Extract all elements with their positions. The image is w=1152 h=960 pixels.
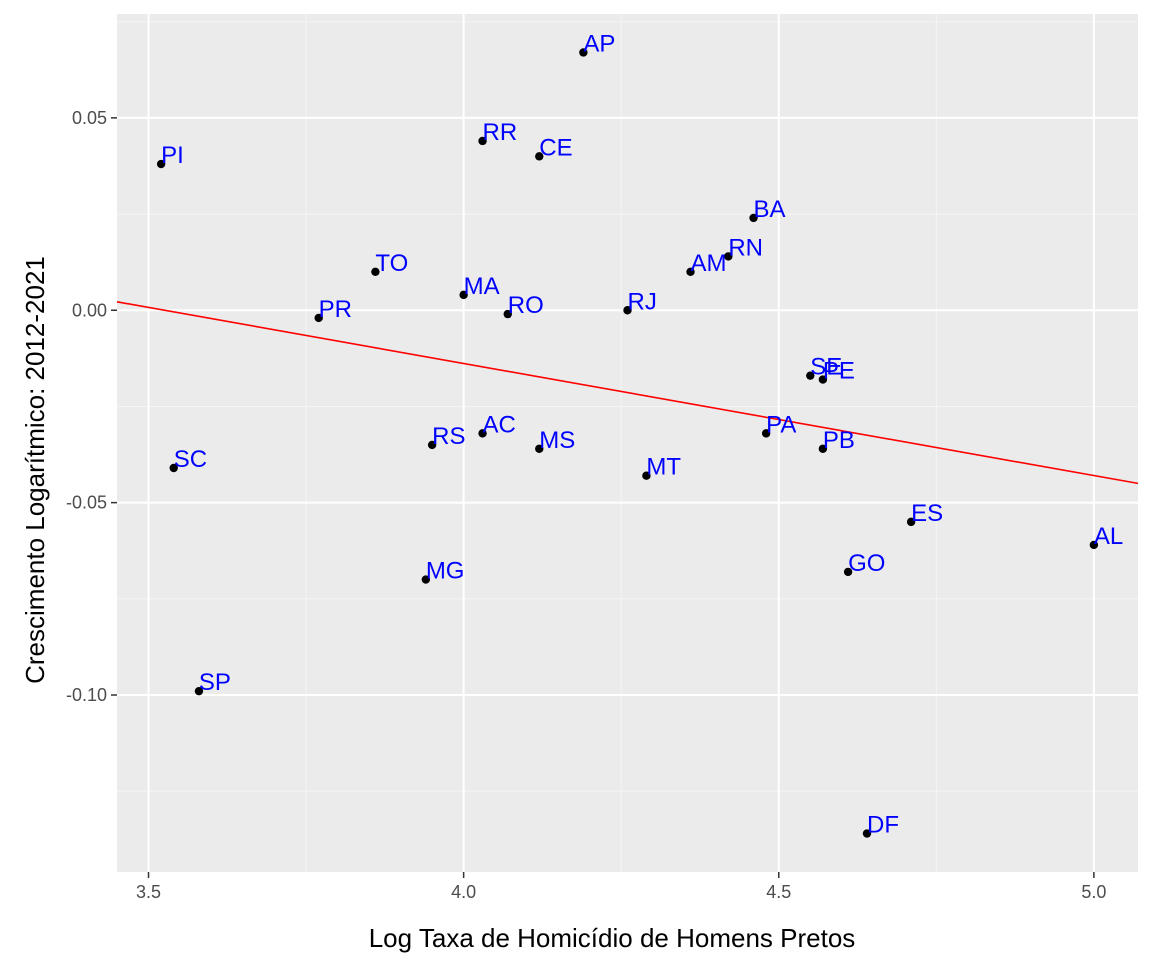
data-point-es (906, 517, 916, 527)
point-label-rr: RR (483, 119, 518, 146)
point-label-to: TO (375, 250, 408, 277)
point-label-rs: RS (432, 423, 465, 450)
data-point-rr (478, 136, 487, 146)
panel-background (117, 14, 1138, 872)
y-axis-title: Crescimento Logarítmico: 2012-2021 (20, 256, 50, 684)
point-label-df: DF (867, 812, 899, 839)
point-label-rn: RN (728, 234, 763, 261)
data-point-pe (818, 375, 828, 384)
point-label-ba: BA (754, 196, 786, 223)
data-point-df (862, 829, 872, 838)
x-tick-label: 4.5 (766, 882, 791, 902)
point-label-ms: MS (539, 427, 575, 454)
data-points (156, 48, 1099, 838)
point-label-ce: CE (539, 134, 572, 161)
point-label-es: ES (911, 500, 943, 527)
data-point-ms (535, 444, 544, 453)
x-tick-label: 3.5 (136, 882, 161, 902)
point-label-go: GO (848, 550, 885, 577)
plot-panel (117, 14, 1138, 872)
point-label-ro: RO (508, 292, 544, 319)
data-point-rn (724, 252, 733, 261)
data-point-to (371, 267, 380, 276)
data-point-ro (503, 309, 512, 319)
point-label-pe: PE (823, 358, 855, 385)
point-label-pi: PI (161, 142, 184, 169)
x-tick-label: 5.0 (1081, 882, 1106, 902)
data-point-sc (169, 463, 178, 473)
y-tick-label: -0.10 (66, 685, 107, 705)
data-point-rj (623, 306, 632, 315)
data-point-ba (749, 213, 758, 223)
data-point-ma (459, 290, 468, 300)
data-point-sp (194, 686, 204, 696)
data-point-pa (761, 429, 771, 438)
y-tick-label: -0.05 (66, 493, 107, 513)
data-point-pb (818, 444, 828, 453)
data-point-ce (535, 152, 544, 161)
point-label-mt: MT (646, 454, 681, 481)
y-tick-label: 0.05 (72, 108, 107, 128)
point-label-sp: SP (199, 669, 231, 696)
point-label-rj: RJ (628, 288, 657, 315)
data-point-am (686, 267, 695, 276)
data-point-pr (314, 313, 323, 323)
point-label-sc: SC (174, 446, 207, 473)
point-label-ac: AC (483, 411, 516, 438)
point-label-pb: PB (823, 427, 855, 454)
x-tick-label: 4.0 (451, 882, 476, 902)
point-label-pa: PA (766, 411, 796, 438)
data-point-mg (421, 575, 431, 584)
axes: 3.5 4.0 4.5 5.0 0.05 0.00 -0.05 -0.10 (66, 108, 1106, 902)
data-point-se (806, 371, 815, 380)
data-point-pi (156, 159, 166, 169)
data-point-go (843, 567, 853, 577)
point-label-al: AL (1094, 523, 1123, 550)
data-point-ap (579, 48, 588, 57)
data-point-ac (478, 429, 487, 438)
trend-line-layer (116, 301, 1139, 485)
y-tick-label: 0.00 (72, 300, 107, 320)
data-point-rs (427, 440, 437, 450)
point-label-se: SE (810, 354, 842, 381)
data-point-al (1089, 540, 1099, 550)
point-label-mg: MG (426, 558, 465, 585)
x-axis-title: Log Taxa de Homicídio de Homens Pretos (369, 923, 856, 953)
point-label-pr: PR (319, 296, 352, 323)
point-label-ma: MA (464, 273, 500, 300)
data-point-mt (642, 471, 651, 480)
trend-line (116, 301, 1139, 485)
point-label-am: AM (691, 250, 727, 277)
point-label-ap: AP (583, 30, 615, 57)
